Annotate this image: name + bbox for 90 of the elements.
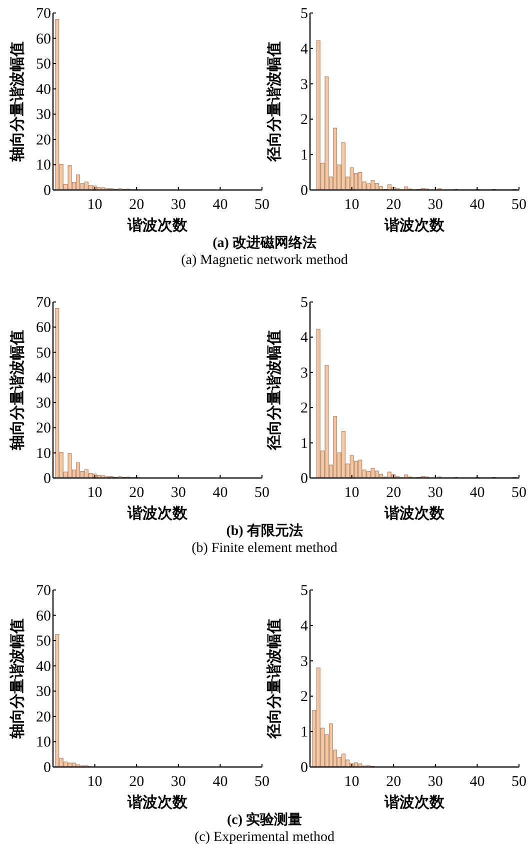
- x-tick-label: 10: [344, 774, 360, 790]
- y-tick-label: 30: [36, 396, 51, 412]
- y-tick-label: 2: [300, 112, 308, 128]
- y-tick-label: 4: [300, 41, 308, 58]
- y-tick-label: 3: [300, 654, 308, 670]
- x-tick-label: 20: [129, 774, 144, 790]
- x-tick-label: 50: [254, 485, 270, 501]
- y-tick-label: 70: [36, 583, 51, 599]
- x-tick-label: 50: [512, 485, 526, 501]
- y-tick-label: 60: [36, 320, 51, 336]
- y-tick-label: 50: [36, 634, 51, 650]
- y-tick-label: 10: [36, 446, 51, 462]
- x-tick-label: 30: [428, 197, 443, 213]
- y-axis-title: 轴向分量谐波幅值: [8, 618, 26, 740]
- x-tick-label: 40: [212, 197, 228, 213]
- x-tick-label: 50: [254, 197, 270, 213]
- y-tick-label: 70: [36, 295, 51, 311]
- text: (a) 改进磁网络法: [212, 235, 316, 251]
- y-tick-label: 0: [300, 760, 308, 776]
- x-tick-label: 40: [212, 774, 228, 790]
- x-tick-label: 20: [386, 197, 402, 213]
- y-tick-label: 30: [36, 684, 51, 700]
- y-tick-label: 0: [300, 471, 308, 487]
- y-tick-label: 40: [36, 82, 51, 98]
- y-tick-label: 20: [36, 709, 51, 726]
- x-tick-label: 10: [344, 197, 360, 213]
- x-tick-label: 10: [344, 485, 360, 501]
- x-tick-label: 40: [470, 197, 485, 213]
- x-tick-label: 30: [428, 485, 443, 501]
- y-tick-label: 1: [300, 436, 308, 452]
- y-tick-label: 60: [36, 608, 51, 624]
- y-axis-title: 轴向分量谐波幅值: [8, 330, 26, 451]
- y-tick-label: 5: [300, 583, 308, 599]
- y-tick-label: 1: [300, 148, 308, 164]
- x-tick-label: 10: [87, 197, 102, 213]
- x-tick-label: 20: [129, 485, 144, 501]
- x-tick-label: 10: [87, 485, 102, 501]
- y-tick-label: 0: [44, 760, 51, 776]
- text: (a) Magnetic network method: [181, 253, 348, 268]
- y-axis-title: 径向分量谐波幅值: [265, 330, 283, 451]
- y-tick-label: 2: [300, 400, 308, 417]
- y-tick-label: 50: [36, 56, 51, 73]
- y-tick-label: 1: [300, 724, 308, 741]
- x-tick-label: 40: [470, 485, 485, 501]
- y-tick-label: 2: [300, 689, 308, 706]
- x-tick-label: 40: [212, 485, 228, 501]
- text: (b) 有限元法: [226, 523, 303, 539]
- y-tick-label: 20: [36, 420, 51, 437]
- y-tick-label: 10: [36, 158, 51, 174]
- y-tick-label: 20: [36, 132, 51, 148]
- x-tick-label: 20: [386, 485, 402, 501]
- x-tick-label: 30: [170, 774, 186, 790]
- text: (b) Finite element method: [192, 541, 338, 556]
- x-axis-title: 谐波次数: [384, 216, 446, 234]
- y-tick-label: 5: [300, 295, 308, 311]
- x-tick-label: 20: [386, 774, 402, 790]
- y-tick-label: 30: [36, 107, 51, 124]
- y-tick-label: 4: [300, 330, 308, 346]
- y-tick-label: 0: [44, 183, 51, 199]
- x-tick-label: 40: [470, 774, 485, 790]
- y-tick-label: 0: [44, 471, 51, 487]
- y-tick-label: 3: [300, 76, 308, 93]
- y-axis-title: 径向分量谐波幅值: [265, 42, 283, 162]
- y-tick-label: 50: [36, 345, 51, 362]
- x-tick-label: 50: [512, 197, 526, 213]
- text: (c) Experimental method: [194, 830, 334, 845]
- y-tick-label: 3: [300, 365, 308, 382]
- y-tick-label: 60: [36, 31, 51, 48]
- text: (c) 实验测量: [226, 811, 302, 828]
- y-tick-label: 70: [36, 6, 51, 22]
- x-tick-label: 20: [129, 197, 144, 213]
- y-tick-label: 0: [300, 183, 308, 199]
- y-tick-label: 4: [300, 618, 308, 634]
- x-tick-label: 50: [254, 774, 270, 790]
- x-axis-title: 谐波次数: [126, 793, 188, 811]
- x-axis-title: 谐波次数: [126, 504, 188, 522]
- x-tick-label: 10: [87, 774, 102, 790]
- x-tick-label: 50: [512, 774, 526, 790]
- y-tick-label: 40: [36, 370, 51, 386]
- y-axis-title: 轴向分量谐波幅值: [8, 42, 26, 162]
- y-axis-title: 径向分量谐波幅值: [265, 618, 283, 740]
- x-tick-label: 30: [428, 774, 443, 790]
- x-tick-label: 30: [170, 197, 186, 213]
- y-tick-label: 10: [36, 734, 51, 751]
- x-tick-label: 30: [170, 485, 186, 501]
- y-tick-label: 5: [300, 6, 308, 22]
- x-axis-title: 谐波次数: [384, 793, 446, 811]
- x-axis-title: 谐波次数: [126, 216, 188, 234]
- y-tick-label: 40: [36, 658, 51, 675]
- x-axis-title: 谐波次数: [384, 504, 446, 522]
